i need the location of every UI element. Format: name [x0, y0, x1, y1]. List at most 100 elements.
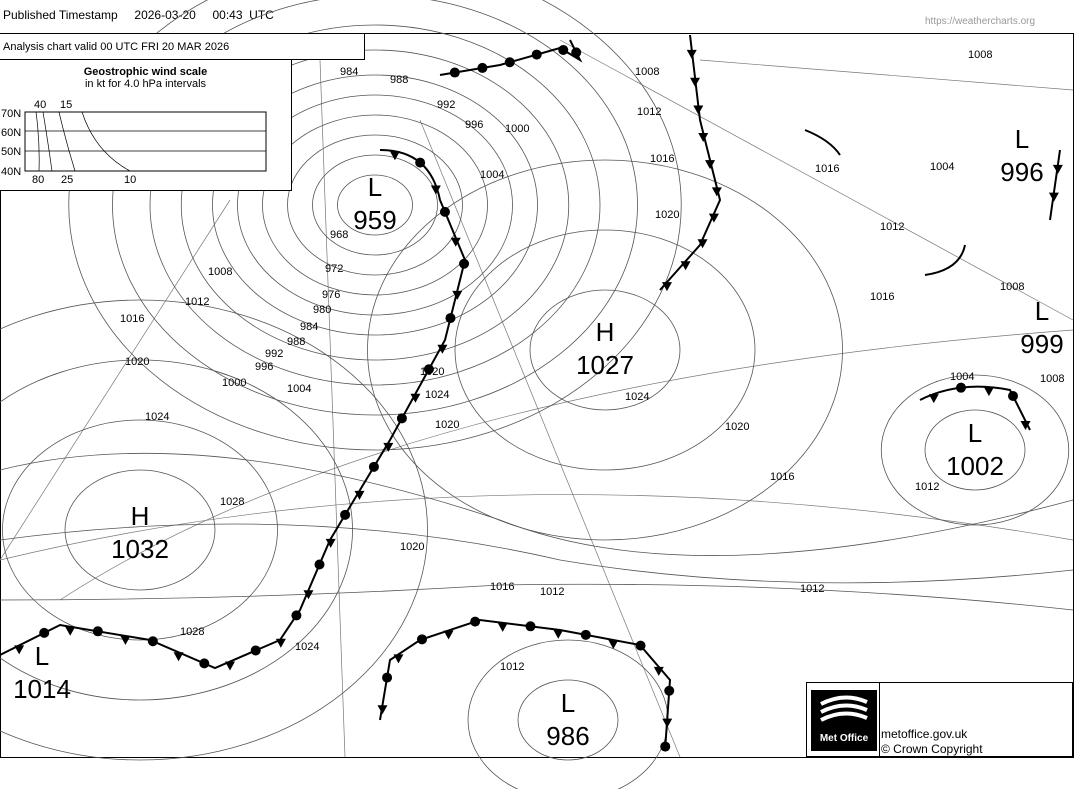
lat-label: 50N [1, 146, 21, 158]
isobar-label: 1028 [220, 496, 244, 508]
cold-front-triangle [430, 185, 441, 195]
isobar [924, 409, 1026, 491]
warm-front-semicircle [504, 57, 515, 68]
isobar-label: 1016 [770, 471, 794, 483]
cold-front-triangle [661, 282, 672, 292]
cold-front-triangle [693, 105, 704, 115]
cold-front-triangle [553, 629, 564, 639]
lat-lon-grid [0, 39, 1074, 758]
isobar [212, 74, 538, 336]
met-office-footer: Met Office metoffice.gov.uk © Crown Copy… [806, 682, 1073, 757]
pressure-centre-type: L [561, 688, 575, 718]
warm-front-semicircle [477, 62, 488, 73]
cold-front-triangle [686, 49, 697, 59]
met-office-logo: Met Office [811, 690, 877, 751]
isobar [529, 289, 681, 411]
wind-scale-subtitle: in kt for 4.0 hPa intervals [84, 78, 207, 90]
cold-front-triangle [653, 666, 664, 676]
isobar-label: 1012 [637, 106, 661, 118]
timestamp-time: 00:43 UTC [212, 8, 274, 22]
cold-front-triangle [437, 344, 448, 354]
warm-front-semicircle [314, 559, 325, 570]
site-link[interactable]: metoffice.gov.uk [881, 727, 968, 741]
isobar-label: 1012 [185, 296, 209, 308]
isobar-label: 1004 [287, 383, 311, 395]
isobar [237, 94, 513, 316]
cold-front-triangle [120, 635, 131, 645]
cold-front-triangle [224, 661, 235, 671]
pressure-centre-type: H [131, 501, 150, 531]
isobar-label: 1024 [295, 641, 319, 653]
warm-front-semicircle [147, 636, 158, 647]
isobar-label: 988 [390, 74, 408, 86]
pressure-centre-value: 1002 [946, 451, 1004, 481]
cold-front-triangle [354, 490, 365, 500]
scale-curves [35, 111, 131, 172]
grid-line [0, 494, 1074, 561]
isobar-label: 1028 [180, 626, 204, 638]
pressure-centre-type: L [1015, 124, 1029, 154]
isobar [367, 159, 843, 541]
isobar-label: 976 [322, 289, 340, 301]
grid-line [319, 59, 346, 758]
isobar [64, 469, 216, 591]
lat-label: 40N [1, 166, 21, 178]
isobar-label: 1004 [480, 169, 504, 181]
cold-front-triangle [450, 237, 461, 247]
isobar-label: 996 [255, 361, 273, 373]
cold-front-triangle [389, 151, 400, 161]
isobar-label: 1020 [655, 209, 679, 221]
waves-icon [820, 695, 868, 722]
lat-label: 70N [1, 108, 21, 120]
warm-front-semicircle [439, 206, 450, 217]
pressure-centre-value: 999 [1020, 329, 1063, 359]
speed-label: 80 [32, 174, 44, 186]
isobar-label: 972 [325, 263, 343, 275]
isobar-label: 1008 [1000, 281, 1024, 293]
isobar-label: 1012 [500, 661, 524, 673]
warm-front-semicircle [955, 382, 966, 393]
chart-border [0, 33, 1074, 758]
grid-line [59, 329, 1074, 601]
warm-front-semicircle [92, 626, 103, 637]
grid-line [419, 119, 681, 758]
isobar-label: 1008 [1040, 373, 1064, 385]
isobar-label: 1012 [800, 583, 824, 595]
warm-front-semicircle [470, 616, 481, 627]
isobar-label: 1008 [208, 266, 232, 278]
isobar-label: 1016 [650, 153, 674, 165]
cold-front-triangle [452, 290, 463, 300]
copyright: © Crown Copyright [881, 742, 983, 756]
warm-front-semicircle [340, 509, 351, 520]
isobar [2, 419, 278, 641]
isobar [149, 24, 601, 386]
wind-scale-graph: 70N 60N 50N 40N 40 15 80 25 10 [1, 99, 267, 186]
isobar-label: 1024 [625, 391, 649, 403]
cold-front-triangle [377, 705, 388, 715]
isobar-label: 992 [265, 348, 283, 360]
source-url[interactable]: https://weathercharts.org [925, 16, 1036, 27]
warm-front-semicircle [368, 461, 379, 472]
cold-front-triangle [711, 187, 722, 197]
isobar [112, 0, 638, 416]
warm-front-semicircle [423, 364, 434, 375]
isobar-label: 992 [437, 99, 455, 111]
cold-front [659, 34, 722, 291]
isobar-label: 1004 [950, 371, 974, 383]
cold-front-triangle [928, 394, 939, 404]
isobar [0, 359, 353, 701]
pressure-centre-value: 1014 [13, 674, 71, 704]
isobar-label: 1020 [435, 419, 459, 431]
speed-label: 15 [60, 99, 72, 111]
isobar [0, 583, 1074, 611]
isobar [180, 49, 570, 361]
isobar-label: 1012 [880, 221, 904, 233]
warm-front-semicircle [396, 413, 407, 424]
wind-scale-panel: Geostrophic wind scale in kt for 4.0 hPa… [0, 59, 292, 191]
front-symbols [14, 44, 1063, 752]
isobar-label: 1012 [540, 586, 564, 598]
cold-front-triangle [275, 638, 286, 648]
cold-front-triangle [662, 718, 673, 728]
